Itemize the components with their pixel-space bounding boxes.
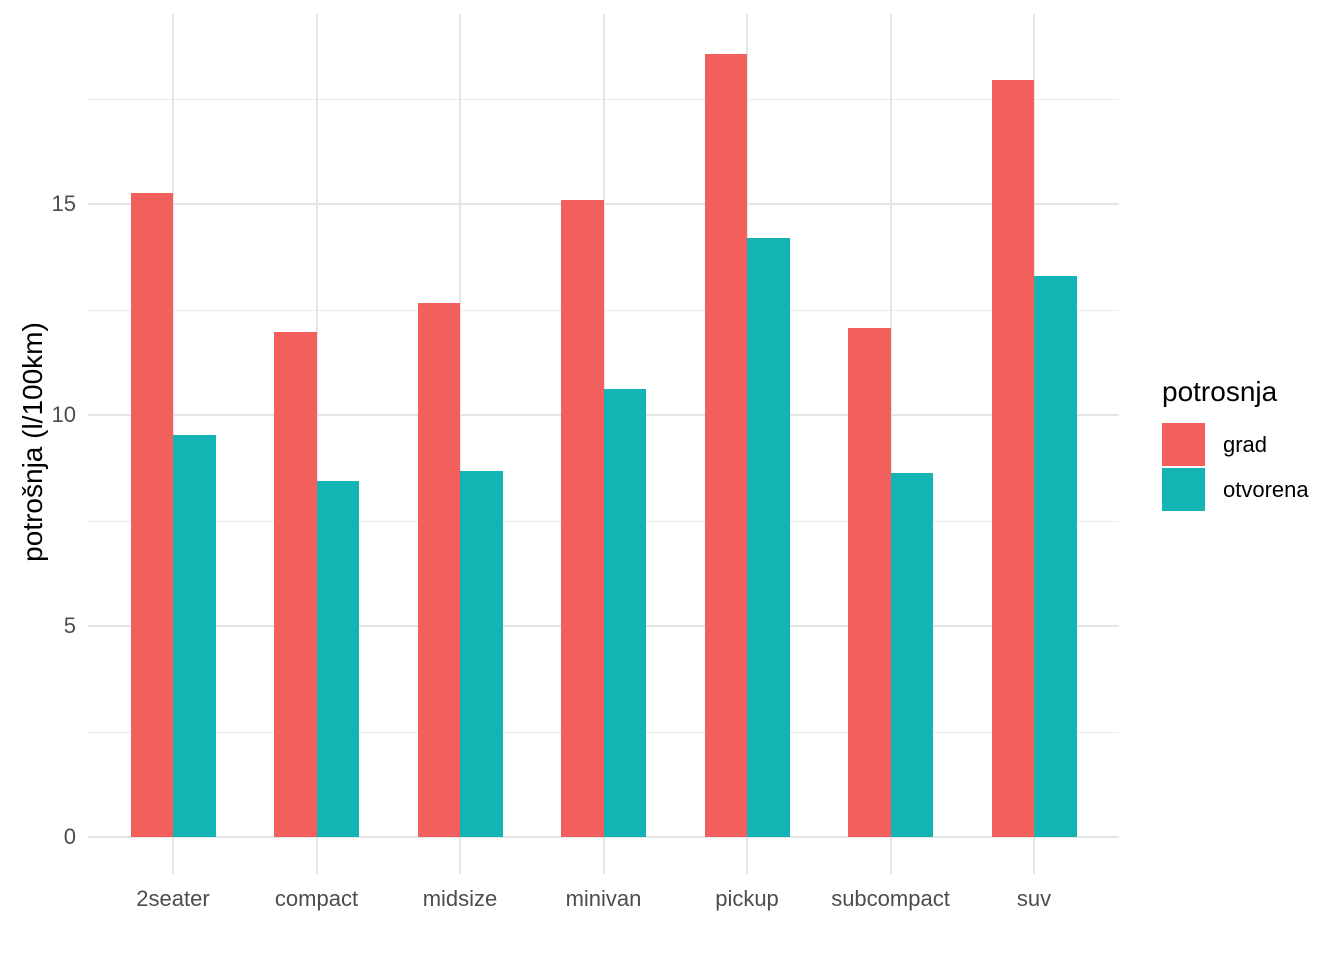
y-tick-label-5: 5: [63, 613, 76, 638]
gridline-x-subcompact: [889, 14, 892, 874]
gridline-x-midsize: [459, 14, 461, 874]
bar-otvorena-pickup: [747, 238, 790, 837]
bar-otvorena-2seater: [173, 434, 216, 837]
bar-grad-suv: [991, 79, 1034, 837]
bar-grad-pickup: [704, 53, 747, 837]
bar-otvorena-minivan: [603, 388, 646, 837]
legend-key-otvorena: [1162, 468, 1205, 511]
bar-grad-subcompact: [848, 328, 891, 837]
legend-item-otvorena: otvorena: [1162, 467, 1309, 512]
x-tick-label-pickup: pickup: [715, 886, 779, 911]
legend: potrosnja grad otvorena: [1162, 378, 1309, 512]
bar-grad-2seater: [130, 192, 173, 837]
x-tick-label-2seater: 2seater: [136, 886, 210, 911]
legend-item-grad: grad: [1162, 422, 1309, 467]
y-axis-title: potrošnja (l/100km): [17, 322, 48, 562]
x-tick-label-midsize: midsize: [422, 886, 498, 911]
y-tick-label-10: 10: [51, 402, 76, 427]
x-tick-label-subcompact: subcompact: [831, 886, 950, 911]
bar-otvorena-suv: [1034, 276, 1077, 837]
bar-grad-midsize: [417, 302, 460, 837]
legend-key-grad: [1162, 423, 1205, 466]
legend-title: potrosnja: [1162, 376, 1278, 407]
y-tick-label-0: 0: [63, 824, 76, 849]
x-tick-label-suv: suv: [1016, 886, 1052, 911]
x-tick-label-minivan: minivan: [565, 886, 642, 911]
legend-label-otvorena: otvorena: [1223, 476, 1309, 502]
plot-panel: [88, 14, 1119, 874]
bar-otvorena-subcompact: [890, 472, 933, 837]
bar-otvorena-compact: [316, 480, 359, 837]
legend-items: grad otvorena: [1162, 422, 1309, 512]
bar-grad-compact: [274, 331, 317, 837]
legend-label-grad: grad: [1223, 431, 1268, 457]
y-tick-label-15: 15: [51, 191, 76, 216]
gridline-x-compact: [315, 14, 318, 874]
x-tick-label-compact: compact: [274, 886, 359, 911]
bar-grad-minivan: [561, 200, 604, 837]
bar-otvorena-midsize: [460, 470, 503, 837]
